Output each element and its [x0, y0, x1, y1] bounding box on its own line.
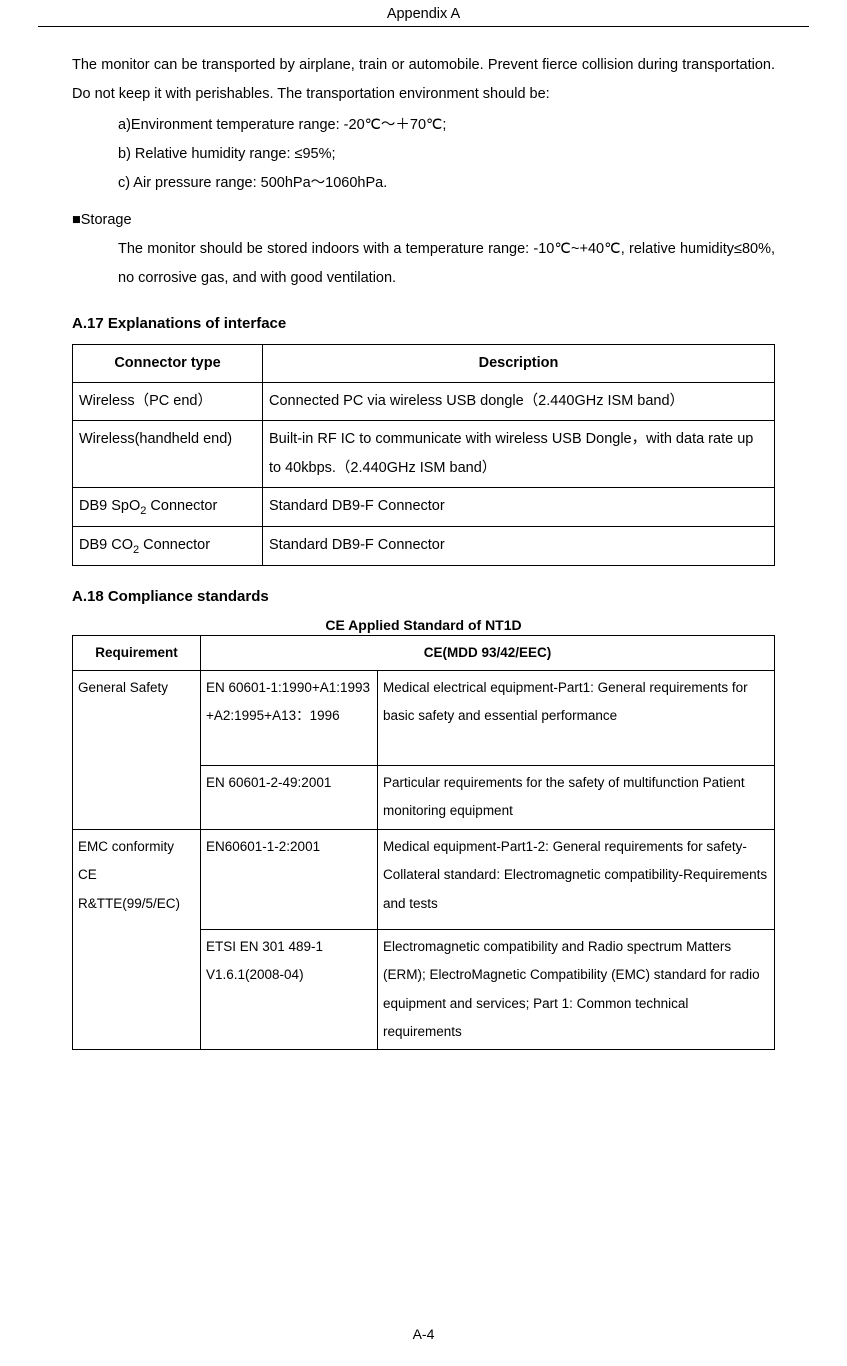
cell-requirement: EMC conformity CE R&TTE(99/5/EC) — [73, 829, 201, 1049]
cell-description: Standard DB9-F Connector — [263, 488, 775, 527]
th-ce: CE(MDD 93/42/EEC) — [201, 635, 775, 670]
cell-desc: Medical equipment-Part1-2: General requi… — [378, 829, 775, 929]
header-title: Appendix A — [387, 6, 460, 22]
cell-standard: EN60601-1-2:2001 — [201, 829, 378, 929]
intro-paragraph: The monitor can be transported by airpla… — [72, 51, 775, 109]
cell-desc: Medical electrical equipment-Part1: Gene… — [378, 671, 775, 766]
cell-connector: Wireless（PC end） — [73, 383, 263, 421]
cell-requirement: General Safety — [73, 671, 201, 830]
table-row: Wireless（PC end） Connected PC via wirele… — [73, 383, 775, 421]
storage-heading: ■Storage — [72, 206, 775, 235]
storage-paragraph: The monitor should be stored indoors wit… — [118, 235, 775, 293]
cell-connector: Wireless(handheld end) — [73, 421, 263, 488]
cell-desc: Particular requirements for the safety o… — [378, 766, 775, 830]
th-description: Description — [263, 345, 775, 383]
intro-item-a: a)Environment temperature range: -20℃～＋7… — [72, 111, 775, 140]
table-row: Wireless(handheld end) Built-in RF IC to… — [73, 421, 775, 488]
table-row: General Safety EN 60601-1:1990+A1:1993 +… — [73, 671, 775, 766]
page-footer: A-4 — [0, 1326, 847, 1342]
cell-standard: EN 60601-2-49:2001 — [201, 766, 378, 830]
cell-desc: Electromagnetic compatibility and Radio … — [378, 929, 775, 1049]
page-number: A-4 — [413, 1326, 435, 1342]
a18-heading: A.18 Compliance standards — [72, 588, 775, 605]
cell-description: Built-in RF IC to communicate with wirel… — [263, 421, 775, 488]
cell-description: Connected PC via wireless USB dongle（2.4… — [263, 383, 775, 421]
compliance-table: Requirement CE(MDD 93/42/EEC) General Sa… — [72, 635, 775, 1050]
intro-item-c: c) Air pressure range: 500hPa～1060hPa. — [72, 169, 775, 198]
page-content: The monitor can be transported by airpla… — [38, 51, 809, 1050]
table-row: DB9 SpO2 Connector Standard DB9-F Connec… — [73, 488, 775, 527]
th-connector-type: Connector type — [73, 345, 263, 383]
intro-item-b: b) Relative humidity range: ≤95%; — [72, 140, 775, 169]
table-row: Requirement CE(MDD 93/42/EEC) — [73, 635, 775, 670]
th-requirement: Requirement — [73, 635, 201, 670]
table-row: DB9 CO2 Connector Standard DB9-F Connect… — [73, 526, 775, 565]
table-row: Connector type Description — [73, 345, 775, 383]
cell-standard: EN 60601-1:1990+A1:1993 +A2:1995+A13：199… — [201, 671, 378, 766]
cell-standard: ETSI EN 301 489-1 V1.6.1(2008-04) — [201, 929, 378, 1049]
cell-connector: DB9 CO2 Connector — [73, 526, 263, 565]
page-header: Appendix A — [38, 0, 809, 27]
cell-connector: DB9 SpO2 Connector — [73, 488, 263, 527]
a17-heading: A.17 Explanations of interface — [72, 315, 775, 332]
a18-caption: CE Applied Standard of NT1D — [72, 617, 775, 633]
interface-table: Connector type Description Wireless（PC e… — [72, 344, 775, 566]
cell-description: Standard DB9-F Connector — [263, 526, 775, 565]
table-row: EMC conformity CE R&TTE(99/5/EC) EN60601… — [73, 829, 775, 929]
